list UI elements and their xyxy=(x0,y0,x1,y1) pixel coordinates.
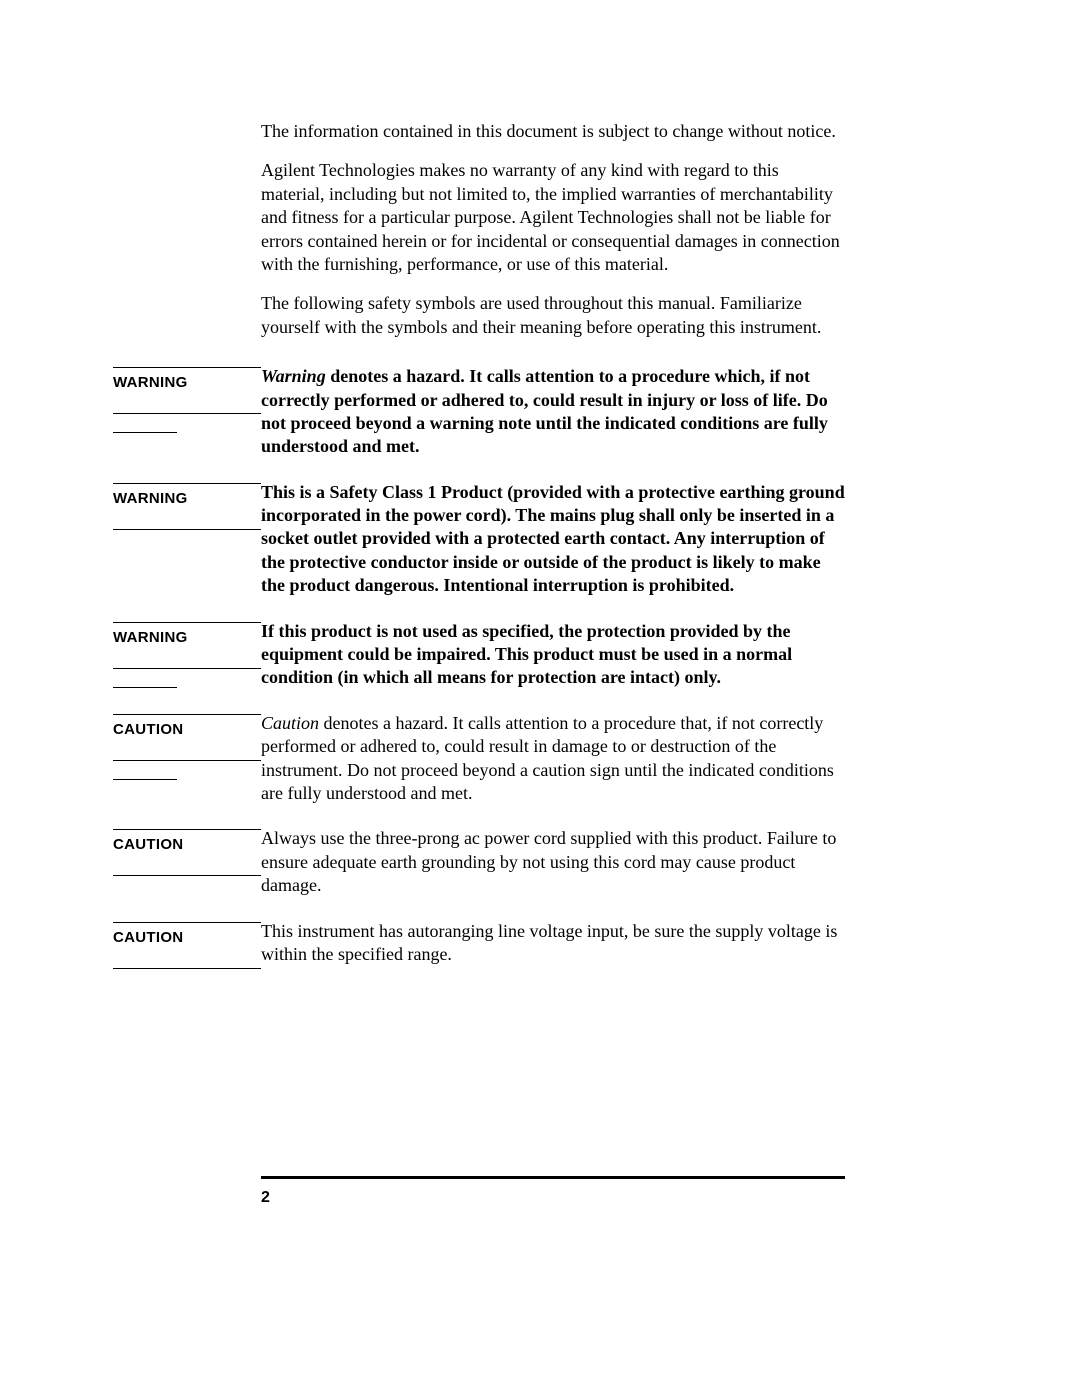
notice-label-box: CAUTION xyxy=(113,714,261,761)
notice-spacer-rule xyxy=(113,779,177,780)
notice-text: This instrument has autoranging line vol… xyxy=(261,920,845,967)
intro-section: The information contained in this docume… xyxy=(261,120,845,339)
notice-label: WARNING xyxy=(113,490,261,507)
notice-label-box: WARNING xyxy=(113,622,261,669)
notice-text: This is a Safety Class 1 Product (provid… xyxy=(261,481,845,598)
notice-label: WARNING xyxy=(113,374,261,391)
notice-body-text: This is a Safety Class 1 Product (provid… xyxy=(261,482,845,596)
notice-body-text: If this product is not used as specified… xyxy=(261,621,792,688)
notice-label-column: WARNING xyxy=(113,620,261,690)
notice-block: WARNINGIf this product is not used as sp… xyxy=(113,620,845,690)
notice-text: If this product is not used as specified… xyxy=(261,620,845,690)
notice-label-column: WARNING xyxy=(113,481,261,598)
notice-label: CAUTION xyxy=(113,929,261,946)
notice-label-box: CAUTION xyxy=(113,922,261,969)
notice-content: Warning denotes a hazard. It calls atten… xyxy=(261,365,845,459)
notice-label-column: CAUTION xyxy=(113,712,261,806)
notice-spacer-rule xyxy=(113,432,177,433)
notice-label-column: WARNING xyxy=(113,365,261,459)
notices-list: WARNINGWarning denotes a hazard. It call… xyxy=(113,365,845,968)
notice-label-column: CAUTION xyxy=(113,920,261,969)
notice-block: WARNINGWarning denotes a hazard. It call… xyxy=(113,365,845,459)
notice-label-box: CAUTION xyxy=(113,829,261,876)
notice-label-column: CAUTION xyxy=(113,827,261,897)
page-content: The information contained in this docume… xyxy=(0,0,1080,969)
page-footer: 2 xyxy=(261,1176,845,1207)
notice-spacer-rule xyxy=(113,687,177,688)
notice-text: Caution denotes a hazard. It calls atten… xyxy=(261,712,845,806)
notice-lead-term: Caution xyxy=(261,713,319,733)
notice-block: CAUTIONThis instrument has autoranging l… xyxy=(113,920,845,969)
notice-content: This instrument has autoranging line vol… xyxy=(261,920,845,969)
notice-block: CAUTIONCaution denotes a hazard. It call… xyxy=(113,712,845,806)
notice-body-text: denotes a hazard. It calls attention to … xyxy=(261,366,828,456)
notice-label: WARNING xyxy=(113,629,261,646)
intro-paragraph: The following safety symbols are used th… xyxy=(261,292,845,339)
notice-text: Warning denotes a hazard. It calls atten… xyxy=(261,365,845,459)
intro-paragraph: The information contained in this docume… xyxy=(261,120,845,143)
page-number: 2 xyxy=(261,1189,270,1206)
notice-label: CAUTION xyxy=(113,721,261,738)
notice-label: CAUTION xyxy=(113,836,261,853)
notice-content: This is a Safety Class 1 Product (provid… xyxy=(261,481,845,598)
notice-content: Always use the three-prong ac power cord… xyxy=(261,827,845,897)
notice-content: Caution denotes a hazard. It calls atten… xyxy=(261,712,845,806)
intro-paragraph: Agilent Technologies makes no warranty o… xyxy=(261,159,845,276)
notice-content: If this product is not used as specified… xyxy=(261,620,845,690)
notice-body-text: This instrument has autoranging line vol… xyxy=(261,921,837,964)
notice-label-box: WARNING xyxy=(113,483,261,530)
notice-body-text: Always use the three-prong ac power cord… xyxy=(261,828,836,895)
notice-lead-term: Warning xyxy=(261,366,326,386)
notice-text: Always use the three-prong ac power cord… xyxy=(261,827,845,897)
notice-block: CAUTIONAlways use the three-prong ac pow… xyxy=(113,827,845,897)
notice-label-box: WARNING xyxy=(113,367,261,414)
notice-block: WARNINGThis is a Safety Class 1 Product … xyxy=(113,481,845,598)
notice-body-text: denotes a hazard. It calls attention to … xyxy=(261,713,834,803)
